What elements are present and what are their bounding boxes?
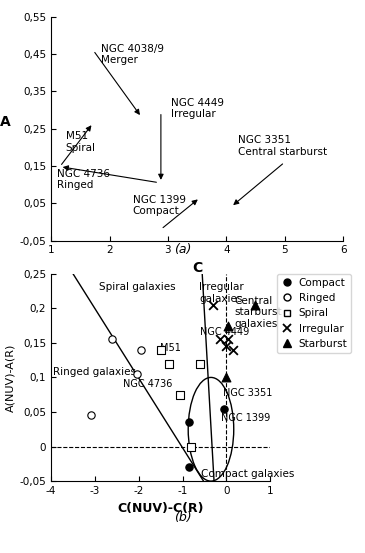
Point: [252, 300, 258, 309]
Point: [221, 404, 227, 413]
Text: NGC 3351: NGC 3351: [223, 388, 272, 398]
Text: Spiral galaxies: Spiral galaxies: [99, 282, 176, 292]
Text: NGC 4038/9
Merger: NGC 4038/9 Merger: [101, 44, 164, 65]
X-axis label: C: C: [192, 261, 202, 275]
Text: Compact galaxies: Compact galaxies: [201, 468, 294, 479]
Point: [158, 345, 164, 354]
Text: NGC 1399: NGC 1399: [221, 413, 270, 422]
Text: M51
Spiral: M51 Spiral: [66, 131, 96, 153]
Point: [166, 359, 172, 368]
X-axis label: C(NUV)-C(R): C(NUV)-C(R): [118, 502, 204, 514]
Point: [197, 359, 203, 368]
Legend: Compact, Ringed, Spiral, Irregular, Starburst: Compact, Ringed, Spiral, Irregular, Star…: [277, 274, 351, 353]
Point: [223, 342, 229, 351]
Text: NGC 4449: NGC 4449: [200, 327, 249, 337]
Text: M51: M51: [160, 343, 181, 353]
Text: NGC 4736: NGC 4736: [123, 379, 173, 389]
Point: [110, 335, 115, 344]
Point: [177, 390, 183, 399]
Point: [134, 369, 139, 378]
Text: NGC 4449
Irregular: NGC 4449 Irregular: [171, 98, 224, 119]
Point: [188, 442, 194, 451]
Text: Central
starburst
galaxies: Central starburst galaxies: [234, 296, 282, 329]
Point: [226, 335, 231, 344]
Text: (b): (b): [174, 510, 191, 524]
Text: Irregular
galaxies: Irregular galaxies: [199, 282, 244, 304]
Text: NGC 4736
Ringed: NGC 4736 Ringed: [57, 169, 110, 190]
Point: [226, 321, 231, 330]
Text: NGC 3351
Central starburst: NGC 3351 Central starburst: [238, 135, 327, 156]
Point: [186, 418, 192, 427]
Point: [138, 345, 144, 354]
Y-axis label: A: A: [0, 114, 11, 129]
Point: [230, 345, 236, 354]
Point: [223, 373, 229, 382]
Point: [186, 463, 192, 472]
Text: NGC 1399
Compact: NGC 1399 Compact: [133, 195, 186, 216]
Text: Ringed galaxies: Ringed galaxies: [53, 367, 136, 377]
Point: [88, 411, 93, 420]
Y-axis label: A(NUV)-A(R): A(NUV)-A(R): [5, 343, 15, 411]
Text: (a): (a): [174, 243, 191, 257]
Point: [210, 300, 216, 309]
Point: [217, 335, 223, 344]
